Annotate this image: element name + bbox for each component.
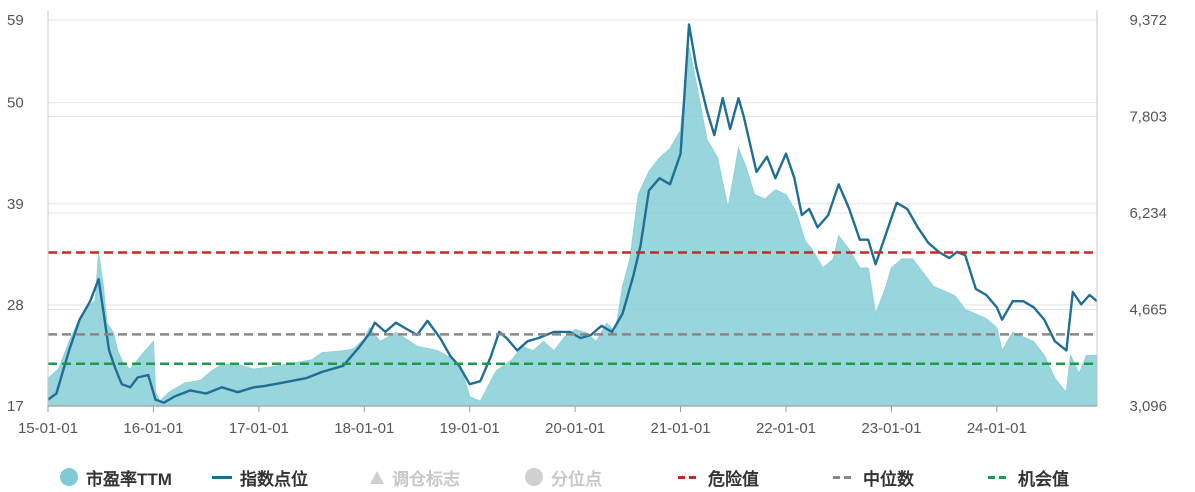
- legend-dash-icon: [678, 475, 700, 479]
- series-line-index-points: [47, 23, 1098, 404]
- legend-danger-value[interactable]: 危险值: [678, 462, 759, 492]
- chart-legend: 市盈率TTM 指数点位 调仓标志 分位点 危险值 中位数 机会值: [0, 462, 1195, 492]
- legend-label: 调仓标志: [392, 469, 460, 489]
- x-tick-label: 23-01-01: [861, 420, 921, 437]
- legend-pe-ttm[interactable]: 市盈率TTM: [60, 462, 172, 492]
- legend-circle-icon: [60, 468, 78, 486]
- legend-label: 中位数: [863, 469, 914, 489]
- x-tick-label: 16-01-01: [123, 420, 183, 437]
- legend-median[interactable]: 中位数: [833, 462, 914, 492]
- legend-label: 分位点: [551, 469, 602, 489]
- y-left-tick-label: 39: [7, 196, 24, 213]
- legend-index-points[interactable]: 指数点位: [212, 462, 308, 492]
- y-right-tick-label: 9,372: [1129, 12, 1167, 29]
- y-left-tick-label: 17: [7, 398, 24, 415]
- y-left-tick-label: 28: [7, 297, 24, 314]
- pe-index-chart: 17 28 39 50 59 3,096 4,665 6,234 7,803 9,372 15-01…: [7, 10, 1167, 437]
- x-tick-label: 18-01-01: [334, 420, 394, 437]
- legend-label: 市盈率TTM: [86, 469, 172, 489]
- x-tick-label: 21-01-01: [651, 420, 711, 437]
- legend-label: 机会值: [1018, 469, 1069, 489]
- legend-rebalance-marker[interactable]: 调仓标志: [370, 462, 460, 492]
- x-tick-label: 20-01-01: [545, 420, 605, 437]
- legend-percentile[interactable]: 分位点: [525, 462, 602, 492]
- legend-line-icon: [212, 475, 232, 479]
- x-tick-label: 22-01-01: [756, 420, 816, 437]
- legend-opportunity-value[interactable]: 机会值: [988, 462, 1069, 492]
- y-right-tick-label: 7,803: [1129, 109, 1167, 126]
- legend-circle-icon: [525, 468, 543, 486]
- x-tick-label: 24-01-01: [967, 420, 1027, 437]
- legend-label: 危险值: [708, 469, 759, 489]
- y-right-tick-label: 3,096: [1129, 398, 1167, 415]
- y-right-tick-label: 4,665: [1129, 302, 1167, 319]
- x-tick-label: 15-01-01: [18, 420, 78, 437]
- x-tick-label: 17-01-01: [229, 420, 289, 437]
- y-left-tick-label: 50: [7, 95, 24, 112]
- legend-triangle-icon: [370, 470, 384, 484]
- legend-dash-icon: [988, 475, 1010, 479]
- y-right-tick-label: 6,234: [1129, 205, 1167, 222]
- x-tick-label: 19-01-01: [440, 420, 500, 437]
- legend-label: 指数点位: [240, 469, 308, 489]
- y-left-tick-label: 59: [7, 12, 24, 29]
- series-area-pe-ttm: [47, 47, 1098, 407]
- legend-dash-icon: [833, 475, 855, 479]
